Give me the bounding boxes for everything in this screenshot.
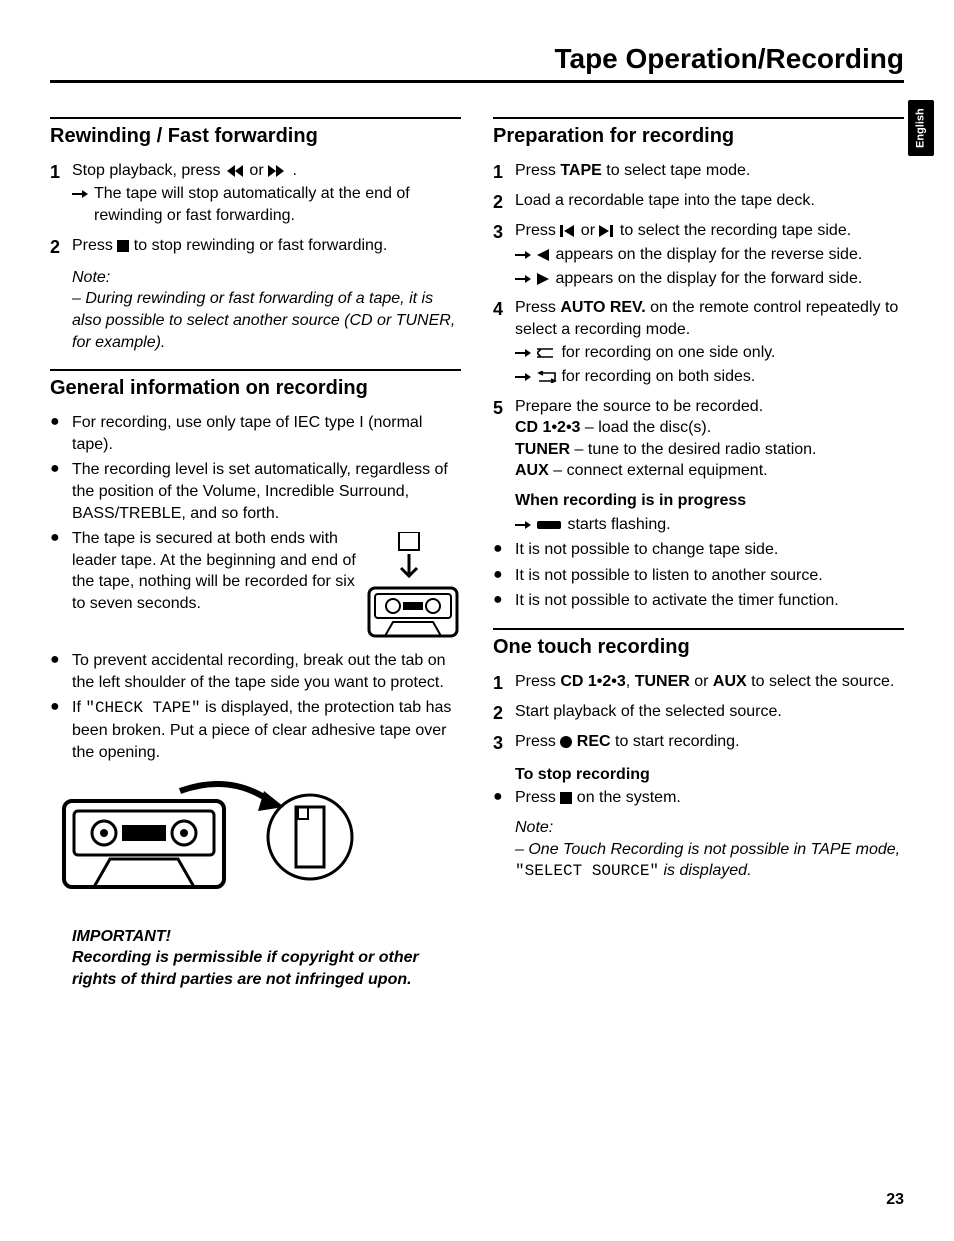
record-dot-icon bbox=[560, 736, 572, 748]
step-body: Start playback of the selected source. bbox=[515, 701, 904, 723]
rec-indicator-icon bbox=[537, 519, 563, 531]
section-rule bbox=[50, 117, 461, 119]
step-body: Press REC to start recording. bbox=[515, 731, 904, 753]
bullet-icon: ● bbox=[50, 697, 72, 716]
sub-heading: To stop recording bbox=[515, 764, 904, 786]
step-number: 1 bbox=[493, 671, 515, 695]
stop-icon bbox=[117, 240, 129, 252]
result-arrow-icon bbox=[515, 514, 537, 536]
step-number: 1 bbox=[50, 160, 72, 184]
step-body: Stop playback, press or . The tape will … bbox=[72, 160, 461, 229]
result-arrow-icon bbox=[515, 342, 537, 364]
text: It is not possible to listen to another … bbox=[515, 565, 904, 587]
step-number: 2 bbox=[50, 235, 72, 259]
fast-forward-icon bbox=[268, 165, 288, 177]
bullet-icon: ● bbox=[50, 528, 72, 547]
page-number: 23 bbox=[886, 1189, 904, 1211]
bullet-icon: ● bbox=[493, 539, 515, 558]
general-info-list: ●For recording, use only tape of IEC typ… bbox=[50, 412, 461, 763]
note-body: – During rewinding or fast forwarding of… bbox=[72, 288, 461, 353]
text: . bbox=[293, 162, 297, 179]
step-body: Press CD 1•2•3, TUNER or AUX to select t… bbox=[515, 671, 904, 693]
play-left-icon bbox=[537, 249, 551, 261]
content-columns: Rewinding / Fast forwarding 1 Stop playb… bbox=[50, 117, 904, 991]
important-label: IMPORTANT! bbox=[72, 926, 461, 948]
section-rule bbox=[493, 117, 904, 119]
important-block: IMPORTANT! Recording is permissible if c… bbox=[72, 926, 461, 991]
bullet-icon: ● bbox=[493, 565, 515, 584]
result-arrow-icon bbox=[515, 244, 537, 266]
language-tab: English bbox=[908, 100, 934, 156]
bullet-icon: ● bbox=[493, 787, 515, 806]
text: If "CHECK TAPE" is displayed, the protec… bbox=[72, 697, 461, 763]
text: It is not possible to activate the timer… bbox=[515, 590, 904, 612]
stop-recording-block: To stop recording bbox=[515, 764, 904, 786]
step-number: 5 bbox=[493, 396, 515, 420]
step-number: 2 bbox=[493, 190, 515, 214]
one-side-icon bbox=[537, 347, 557, 359]
prev-track-icon bbox=[560, 225, 576, 237]
text: The recording level is set automatically… bbox=[72, 459, 461, 524]
result-arrow-icon bbox=[72, 183, 94, 205]
result-arrow-icon bbox=[515, 366, 537, 388]
bullet-icon: ● bbox=[50, 650, 72, 669]
right-column: Preparation for recording 1 Press TAPE t… bbox=[493, 117, 904, 991]
text: The tape is secured at both ends with le… bbox=[72, 528, 461, 646]
step-body: Prepare the source to be recorded. CD 1•… bbox=[515, 396, 904, 482]
step-number: 1 bbox=[493, 160, 515, 184]
section-head-one-touch: One touch recording bbox=[493, 634, 904, 661]
stop-icon bbox=[560, 792, 572, 804]
recording-restrictions: ●It is not possible to change tape side.… bbox=[493, 539, 904, 612]
text: The tape will stop automatically at the … bbox=[94, 183, 461, 226]
step-body: Press to stop rewinding or fast forwardi… bbox=[72, 235, 461, 257]
cassette-tab-diagram-icon bbox=[60, 777, 360, 897]
text: For recording, use only tape of IEC type… bbox=[72, 412, 461, 455]
play-right-icon bbox=[537, 273, 551, 285]
step-body: Load a recordable tape into the tape dec… bbox=[515, 190, 904, 212]
text: Press on the system. bbox=[515, 787, 904, 809]
recording-progress-block: When recording is in progress starts fla… bbox=[515, 490, 904, 535]
preparation-steps: 1 Press TAPE to select tape mode. 2 Load… bbox=[493, 160, 904, 482]
sub-heading: When recording is in progress bbox=[515, 490, 904, 512]
text: or bbox=[249, 162, 268, 179]
note-label: Note: bbox=[515, 817, 904, 839]
text: To prevent accidental recording, break o… bbox=[72, 650, 461, 693]
both-sides-icon bbox=[537, 371, 557, 383]
section-head-rewind: Rewinding / Fast forwarding bbox=[50, 123, 461, 150]
text: It is not possible to change tape side. bbox=[515, 539, 904, 561]
step-number: 2 bbox=[493, 701, 515, 725]
stop-recording-list: ● Press on the system. bbox=[493, 787, 904, 809]
step-number: 3 bbox=[493, 731, 515, 755]
section-head-general: General information on recording bbox=[50, 375, 461, 402]
step-number: 3 bbox=[493, 220, 515, 244]
result-arrow-icon bbox=[515, 268, 537, 290]
section-rule bbox=[50, 369, 461, 371]
cassette-insert-icon bbox=[365, 532, 461, 642]
bullet-icon: ● bbox=[493, 590, 515, 609]
section-head-preparation: Preparation for recording bbox=[493, 123, 904, 150]
text: Stop playback, press bbox=[72, 162, 225, 179]
section-rule bbox=[493, 628, 904, 630]
step-body: Press TAPE to select tape mode. bbox=[515, 160, 904, 182]
step-body: Press AUTO REV. on the remote control re… bbox=[515, 297, 904, 389]
text: to stop rewinding or fast forwarding. bbox=[134, 237, 387, 254]
note-block: Note: – One Touch Recording is not possi… bbox=[515, 817, 904, 883]
one-touch-steps: 1 Press CD 1•2•3, TUNER or AUX to select… bbox=[493, 671, 904, 756]
step-body: Press or to select the recording tape si… bbox=[515, 220, 904, 291]
note-body: – One Touch Recording is not possible in… bbox=[515, 839, 904, 883]
step-number: 4 bbox=[493, 297, 515, 321]
page-title: Tape Operation/Recording bbox=[50, 40, 904, 83]
bullet-icon: ● bbox=[50, 412, 72, 431]
important-body: Recording is permissible if copyright or… bbox=[72, 947, 461, 990]
note-block: Note: – During rewinding or fast forward… bbox=[72, 267, 461, 353]
note-label: Note: bbox=[72, 267, 461, 289]
text: Press bbox=[72, 237, 117, 254]
bullet-icon: ● bbox=[50, 459, 72, 478]
left-column: Rewinding / Fast forwarding 1 Stop playb… bbox=[50, 117, 461, 991]
next-track-icon bbox=[599, 225, 615, 237]
rewind-steps: 1 Stop playback, press or . The tape wil… bbox=[50, 160, 461, 259]
rewind-icon bbox=[225, 165, 245, 177]
